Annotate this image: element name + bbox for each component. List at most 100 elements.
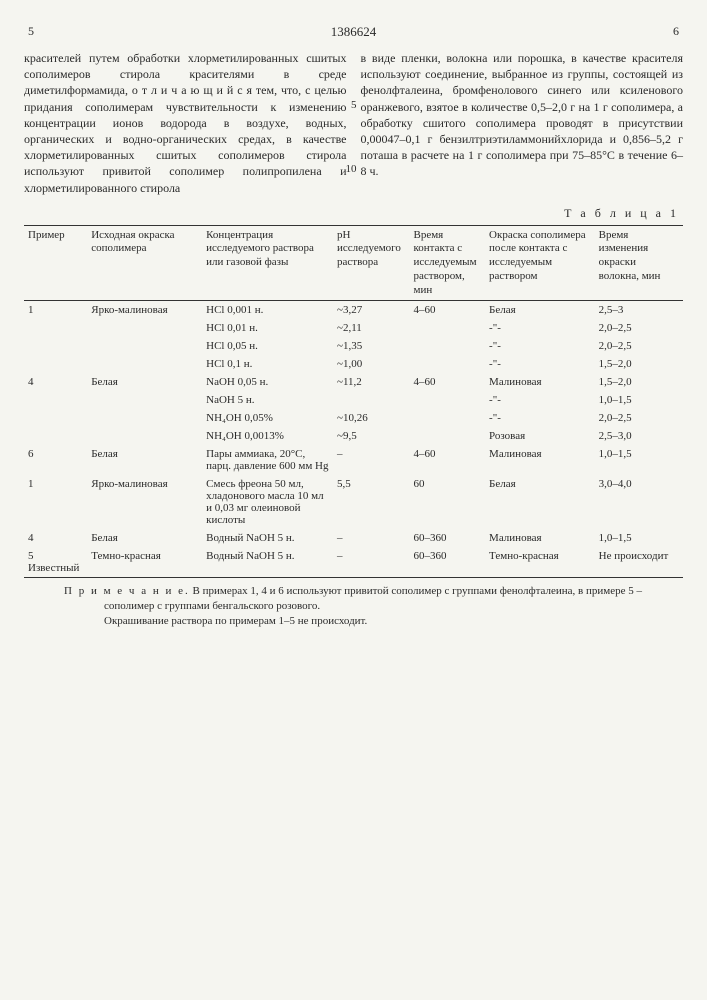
- cell-c5: [410, 391, 486, 409]
- cell-c5: 4–60: [410, 445, 486, 475]
- cell-c5: [410, 427, 486, 445]
- cell-c3: NaOH 5 н.: [202, 391, 333, 409]
- cell-c6: Белая: [485, 301, 595, 320]
- cell-c1: 4: [24, 529, 87, 547]
- cell-c6: Малиновая: [485, 373, 595, 391]
- cell-c6: -"-: [485, 391, 595, 409]
- cell-c1: 1: [24, 475, 87, 529]
- cell-c2: Белая: [87, 445, 202, 475]
- cell-c2: [87, 355, 202, 373]
- cell-c6: -"-: [485, 319, 595, 337]
- cell-c7: Не происходит: [595, 547, 683, 578]
- doc-number: 1386624: [331, 24, 377, 40]
- cell-c5: [410, 355, 486, 373]
- cell-c1: [24, 409, 87, 427]
- th-after-color: Окраска сополимера после контакта с иссл…: [485, 225, 595, 301]
- cell-c7: 3,0–4,0: [595, 475, 683, 529]
- cell-c5: 4–60: [410, 373, 486, 391]
- table-row: 6БелаяПары аммиака, 20°С, парц. давление…: [24, 445, 683, 475]
- cell-c3: NH₄OH 0,0013%: [202, 427, 333, 445]
- cell-c3: HCl 0,001 н.: [202, 301, 333, 320]
- th-initial-color: Исходная окраска сополимера: [87, 225, 202, 301]
- table-row: HCl 0,1 н.~1,00-"-1,5–2,0: [24, 355, 683, 373]
- cell-c4: ~9,5: [333, 427, 410, 445]
- table-row: HCl 0,05 н.~1,35-"-2,0–2,5: [24, 337, 683, 355]
- cell-c2: Ярко-малиновая: [87, 301, 202, 320]
- cell-c3: Пары аммиака, 20°С, парц. давление 600 м…: [202, 445, 333, 475]
- cell-c7: 1,5–2,0: [595, 355, 683, 373]
- cell-c1: 5 Известный: [24, 547, 87, 578]
- cell-c4: –: [333, 445, 410, 475]
- cell-c1: 4: [24, 373, 87, 391]
- cell-c2: [87, 319, 202, 337]
- cell-c7: 1,0–1,5: [595, 391, 683, 409]
- table-note-2: Окрашивание раствора по примерам 1–5 не …: [24, 614, 683, 629]
- cell-c6: Малиновая: [485, 445, 595, 475]
- table-row: 4БелаяNaOH 0,05 н.~11,24–60Малиновая1,5–…: [24, 373, 683, 391]
- cell-c5: 60–360: [410, 529, 486, 547]
- cell-c3: NH₄OH 0,05%: [202, 409, 333, 427]
- cell-c1: [24, 337, 87, 355]
- two-column-text: красителей путем обработки хлорметилиров…: [24, 50, 683, 196]
- table-row: HCl 0,01 н.~2,11-"-2,0–2,5: [24, 319, 683, 337]
- cell-c3: Смесь фреона 50 мл, хладонового масла 10…: [202, 475, 333, 529]
- table-row: NH₄OH 0,0013%~9,5 Розовая2,5–3,0: [24, 427, 683, 445]
- cell-c3: Водный NaOH 5 н.: [202, 547, 333, 578]
- data-table: Пример Исходная окраска сополимера Конце…: [24, 225, 683, 579]
- cell-c7: 2,5–3,0: [595, 427, 683, 445]
- cell-c4: 5,5: [333, 475, 410, 529]
- cell-c2: [87, 409, 202, 427]
- cell-c7: 1,5–2,0: [595, 373, 683, 391]
- cell-c7: 1,0–1,5: [595, 529, 683, 547]
- cell-c5: [410, 337, 486, 355]
- table-row: 5 ИзвестныйТемно-краснаяВодный NaOH 5 н.…: [24, 547, 683, 578]
- cell-c2: Белая: [87, 373, 202, 391]
- cell-c3: Водный NaOH 5 н.: [202, 529, 333, 547]
- cell-c6: Темно-красная: [485, 547, 595, 578]
- th-concentration: Концентрация исследуемого раствора или г…: [202, 225, 333, 301]
- cell-c7: 2,5–3: [595, 301, 683, 320]
- cell-c3: HCl 0,1 н.: [202, 355, 333, 373]
- col-right-num: 6: [669, 24, 683, 46]
- line-5-marker: 5: [351, 98, 357, 113]
- cell-c7: 2,0–2,5: [595, 409, 683, 427]
- th-ph: pH исследуемого раствора: [333, 225, 410, 301]
- cell-c6: Розовая: [485, 427, 595, 445]
- cell-c1: 1: [24, 301, 87, 320]
- cell-c5: 60: [410, 475, 486, 529]
- cell-c6: -"-: [485, 337, 595, 355]
- cell-c6: -"-: [485, 409, 595, 427]
- left-column: красителей путем обработки хлорметилиров…: [24, 50, 347, 196]
- cell-c3: NaOH 0,05 н.: [202, 373, 333, 391]
- cell-c2: [87, 337, 202, 355]
- cell-c1: [24, 427, 87, 445]
- line-10-marker: 10: [346, 162, 357, 177]
- table-row: NH₄OH 0,05%~10,26 -"-2,0–2,5: [24, 409, 683, 427]
- table-row: NaOH 5 н. -"-1,0–1,5: [24, 391, 683, 409]
- cell-c2: Белая: [87, 529, 202, 547]
- cell-c4: [333, 391, 410, 409]
- table-row: 4БелаяВодный NaOH 5 н.–60–360Малиновая1,…: [24, 529, 683, 547]
- cell-c7: 1,0–1,5: [595, 445, 683, 475]
- cell-c4: ~10,26: [333, 409, 410, 427]
- cell-c2: Темно-красная: [87, 547, 202, 578]
- cell-c5: 60–360: [410, 547, 486, 578]
- cell-c4: –: [333, 547, 410, 578]
- cell-c1: [24, 355, 87, 373]
- cell-c1: [24, 391, 87, 409]
- cell-c2: [87, 427, 202, 445]
- cell-c3: HCl 0,05 н.: [202, 337, 333, 355]
- left-text: красителей путем обработки хлорметилиров…: [24, 51, 347, 195]
- cell-c2: [87, 391, 202, 409]
- th-change-time: Время изменения окраски волокна, мин: [595, 225, 683, 301]
- th-contact-time: Время контакта с исследуемым раствором, …: [410, 225, 486, 301]
- cell-c7: 2,0–2,5: [595, 319, 683, 337]
- cell-c4: ~1,35: [333, 337, 410, 355]
- cell-c6: -"-: [485, 355, 595, 373]
- cell-c4: ~3,27: [333, 301, 410, 320]
- note-label: П р и м е ч а н и е.: [64, 585, 190, 597]
- table-note: П р и м е ч а н и е. В примерах 1, 4 и 6…: [24, 584, 683, 614]
- cell-c6: Малиновая: [485, 529, 595, 547]
- cell-c4: ~11,2: [333, 373, 410, 391]
- table-caption: Т а б л и ц а 1: [24, 206, 679, 221]
